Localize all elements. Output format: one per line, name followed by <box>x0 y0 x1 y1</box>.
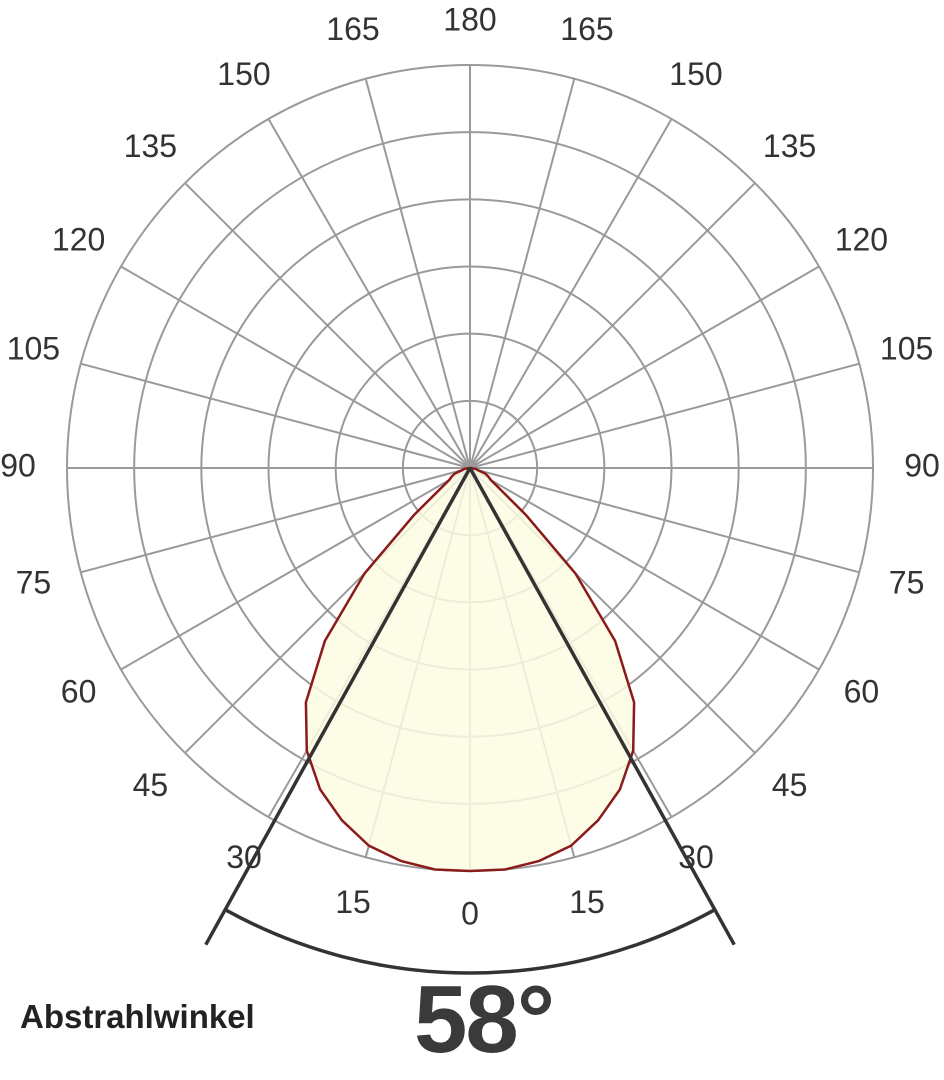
grid-spoke <box>469 265 820 469</box>
angle-tick-label: 135 <box>124 128 177 164</box>
grid-spoke <box>80 362 471 469</box>
angle-tick-label: 150 <box>217 56 270 92</box>
angle-tick-label: 90 <box>904 447 940 483</box>
angle-tick-label: 15 <box>569 884 605 920</box>
beam-angle-arc <box>224 908 716 975</box>
grid-spoke <box>120 467 471 671</box>
angle-tick-label: 75 <box>16 564 52 600</box>
grid-spoke <box>364 78 471 469</box>
angle-tick-label: 75 <box>889 564 925 600</box>
angle-tick-label: 60 <box>61 673 97 709</box>
angle-tick-label: 60 <box>844 673 880 709</box>
intensity-curve-layer <box>304 466 636 873</box>
grid-spoke <box>469 362 860 469</box>
intensity-curve <box>304 466 636 873</box>
angle-tick-label: 165 <box>326 11 379 47</box>
beam-angle-label: Abstrahlwinkel <box>20 998 255 1035</box>
grid-spoke <box>469 467 860 574</box>
grid-spoke <box>80 467 471 574</box>
beam-angle-value: 58° <box>414 966 555 1073</box>
grid-spoke <box>469 118 673 469</box>
angle-tick-label: 165 <box>560 11 613 47</box>
polar-chart: 0 15 15 30 30 45 45 60 60 75 75 90 90 105 105 120 120 135… <box>0 1 940 975</box>
angle-tick-label: 120 <box>835 221 888 257</box>
beam-angle-indicator <box>204 467 736 975</box>
grid-spoke <box>469 182 756 469</box>
angle-tick-label: 45 <box>133 767 169 803</box>
intensity-fill <box>305 468 635 871</box>
grid-spoke <box>469 467 820 671</box>
angle-tick-label: 180 <box>443 1 496 37</box>
angle-tick-label: 120 <box>52 221 105 257</box>
grid-spoke <box>184 182 471 469</box>
grid-spoke <box>120 265 471 469</box>
angle-tick-label: 0 <box>461 895 479 931</box>
angle-tick-label: 15 <box>335 884 371 920</box>
grid-spoke <box>469 78 576 469</box>
angle-tick-label: 105 <box>880 330 933 366</box>
angle-tick-label: 135 <box>763 128 816 164</box>
beam-line-left <box>204 467 472 946</box>
angle-tick-label: 90 <box>0 447 36 483</box>
angle-tick-labels: 0 15 15 30 30 45 45 60 60 75 75 90 90 105 105 120 120 135… <box>0 1 940 931</box>
beam-line-right <box>468 467 736 946</box>
angle-tick-label: 105 <box>7 330 60 366</box>
angle-tick-label: 150 <box>669 56 722 92</box>
angle-tick-label: 30 <box>226 839 262 875</box>
angle-tick-label: 30 <box>678 839 714 875</box>
angle-tick-label: 45 <box>772 767 808 803</box>
grid-spoke <box>267 118 471 469</box>
